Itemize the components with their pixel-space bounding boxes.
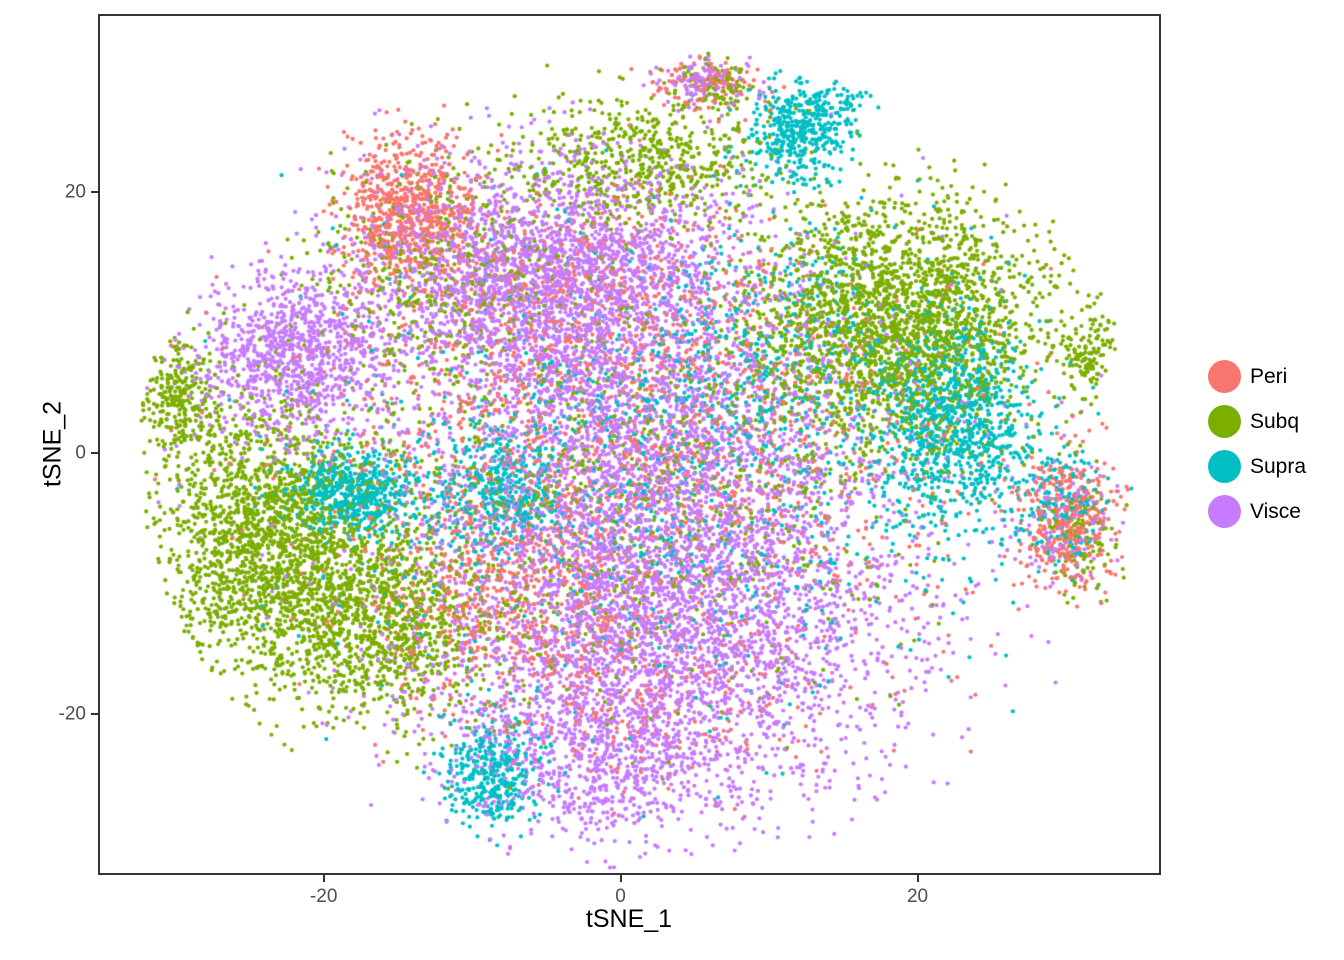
legend-label: Subq: [1250, 409, 1300, 433]
legend-item-peri: Peri: [1208, 354, 1306, 399]
y-tick-label: 20: [64, 181, 86, 203]
legend-label: Visce: [1250, 499, 1301, 523]
x-tick-label: -20: [309, 886, 338, 907]
legend-item-subq: Subq: [1208, 399, 1306, 444]
x-tick-mark: [619, 875, 622, 882]
y-tick-mark: [91, 190, 98, 193]
visce-swatch-icon: [1208, 495, 1241, 528]
x-tick-mark: [916, 875, 919, 882]
x-axis-title: tSNE_1: [585, 905, 673, 933]
legend-item-visce: Visce: [1208, 489, 1306, 534]
legend: Peri Subq Supra Visce: [1208, 354, 1306, 534]
y-tick-mark: [91, 713, 98, 716]
y-tick-label: -20: [58, 703, 86, 725]
x-tick-label: 0: [615, 886, 626, 907]
supra-swatch-icon: [1208, 450, 1241, 483]
plot-panel: [98, 14, 1161, 875]
legend-item-supra: Supra: [1208, 444, 1306, 489]
x-tick-mark: [322, 875, 325, 882]
y-axis-title: tSNE_2: [38, 400, 67, 488]
subq-swatch-icon: [1208, 405, 1241, 438]
scatter-canvas: [100, 16, 1159, 873]
legend-label: Supra: [1250, 454, 1307, 478]
y-tick-mark: [91, 451, 98, 454]
legend-label: Peri: [1250, 364, 1288, 388]
x-tick-label: 20: [906, 886, 929, 907]
peri-swatch-icon: [1208, 360, 1241, 393]
y-tick-label: 0: [75, 442, 86, 464]
